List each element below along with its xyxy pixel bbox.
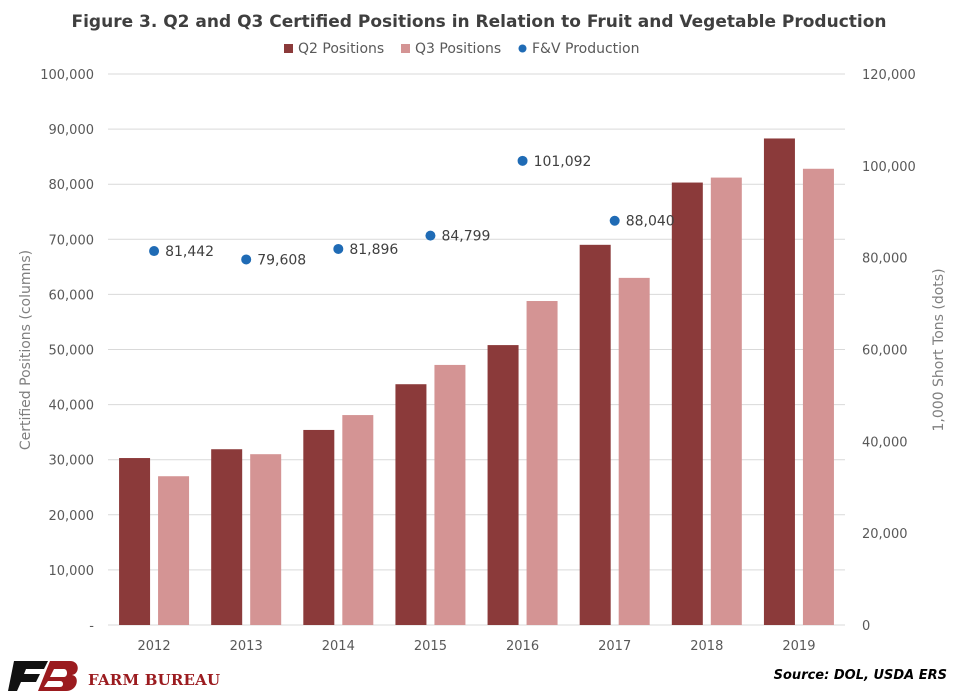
farm-bureau-wordmark: FARM BUREAU	[88, 671, 221, 689]
y-tick-label: 20,000	[49, 509, 95, 524]
production-data-label: 88,040	[626, 214, 675, 230]
right-axis-ticks: 0 20,000 40,000 60,000 80,000 100,000 120,000	[862, 68, 916, 634]
production-dots: 81,442 79,608 81,896 84,799 101,092 88,040	[149, 154, 675, 268]
y-tick-label: 80,000	[49, 178, 95, 193]
y-tick-label: 100,000	[40, 68, 94, 83]
bar-q3-2013	[250, 454, 282, 625]
production-dot-2014	[333, 243, 344, 254]
y-tick-label: 40,000	[49, 399, 95, 414]
y2-tick-label: 0	[862, 619, 870, 634]
legend-label: Q2 Positions	[298, 41, 384, 57]
bar-q3-2012	[158, 476, 190, 625]
y-axis-title: Certified Positions (columns)	[18, 250, 34, 450]
bar-q2-2017	[579, 244, 611, 625]
bar-q3-2015	[434, 364, 466, 625]
bar-q3-2016	[526, 301, 558, 625]
y-tick-label: 70,000	[49, 233, 95, 248]
production-data-label: 101,092	[534, 154, 592, 170]
production-dot-2015	[425, 230, 436, 241]
bar-q3-2018	[710, 177, 742, 625]
y-tick-label: 50,000	[49, 344, 95, 359]
bar-q3-2014	[342, 415, 374, 625]
y2-tick-label: 20,000	[862, 527, 908, 542]
x-tick-label: 2018	[690, 639, 723, 654]
production-data-label: 79,608	[257, 252, 306, 268]
y-tick-label: 10,000	[49, 564, 95, 579]
legend-swatch	[518, 44, 527, 53]
legend-label: F&V Production	[532, 41, 639, 57]
farm-bureau-fb-icon	[8, 661, 78, 691]
legend: Q2 Positions Q3 Positions F&V Production	[284, 41, 639, 57]
production-data-label: 81,896	[349, 242, 398, 258]
y2-tick-label: 120,000	[862, 68, 916, 83]
production-dot-2017	[609, 215, 620, 226]
bar-q2-2016	[487, 345, 519, 625]
x-tick-label: 2019	[782, 639, 815, 654]
y2-tick-label: 80,000	[862, 252, 908, 267]
y-tick-label: -	[89, 619, 94, 634]
x-tick-label: 2016	[506, 639, 539, 654]
bar-q2-2019	[763, 138, 795, 626]
bar-q2-2015	[395, 384, 427, 625]
legend-label: Q3 Positions	[415, 41, 501, 57]
y2-axis-title: 1,000 Short Tons (dots)	[931, 268, 947, 431]
bar-q2-2018	[671, 182, 703, 625]
production-dot-2013	[241, 254, 252, 265]
bars	[119, 138, 834, 626]
production-dot-2016	[517, 155, 528, 166]
y-tick-label: 30,000	[49, 454, 95, 469]
source-note: Source: DOL, USDA ERS	[773, 668, 947, 683]
production-dot-2012	[149, 246, 160, 257]
x-tick-label: 2015	[414, 639, 447, 654]
bar-q3-2019	[802, 168, 834, 625]
legend-swatch	[284, 44, 293, 53]
combo-chart: Figure 3. Q2 and Q3 Certified Positions …	[18, 12, 947, 654]
legend-swatch	[401, 44, 410, 53]
bar-q2-2012	[119, 458, 151, 625]
y-tick-label: 60,000	[49, 288, 95, 303]
chart-title: Figure 3. Q2 and Q3 Certified Positions …	[71, 12, 886, 32]
production-data-label: 84,799	[441, 229, 490, 245]
x-tick-label: 2012	[138, 639, 171, 654]
y2-tick-label: 40,000	[862, 435, 908, 450]
x-tick-label: 2013	[230, 639, 263, 654]
bar-q3-2017	[618, 277, 650, 625]
y2-tick-label: 60,000	[862, 344, 908, 359]
left-axis-ticks: - 10,000 20,000 30,000 40,000 50,000 60,000 70,…	[40, 68, 94, 634]
bar-q2-2014	[303, 429, 335, 625]
x-tick-label: 2017	[598, 639, 631, 654]
production-data-label: 81,442	[165, 244, 214, 260]
y-tick-label: 90,000	[49, 123, 95, 138]
x-axis-ticks: 2012 2013 2014 2015 2016 2017 2018 2019	[138, 639, 816, 654]
bar-q2-2013	[211, 449, 243, 625]
y2-tick-label: 100,000	[862, 160, 916, 175]
x-tick-label: 2014	[322, 639, 355, 654]
farm-bureau-logo: FARM BUREAU	[8, 657, 248, 693]
